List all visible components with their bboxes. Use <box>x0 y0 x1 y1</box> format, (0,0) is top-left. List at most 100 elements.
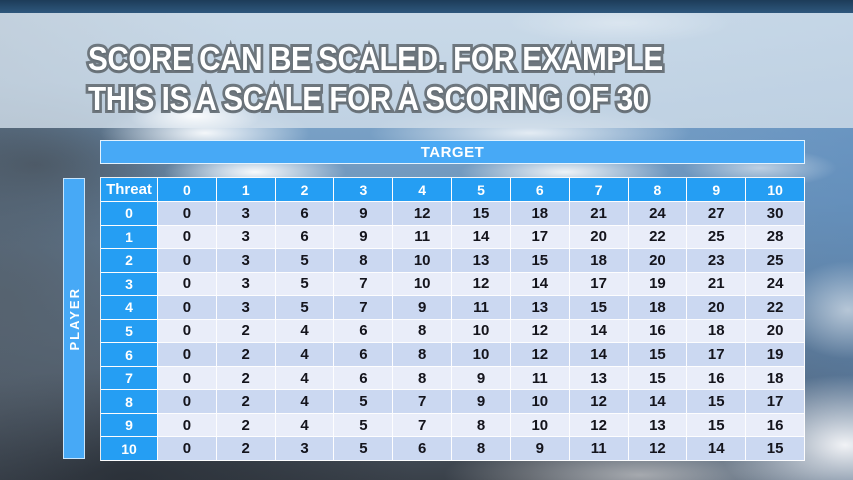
score-cell: 10 <box>393 249 453 273</box>
score-cell: 16 <box>687 366 747 391</box>
column-header-cell-0: 0 <box>158 178 217 202</box>
score-cell: 10 <box>452 319 511 344</box>
score-cell: 15 <box>628 343 688 367</box>
score-cell: 14 <box>569 319 629 344</box>
score-cell: 4 <box>275 390 335 414</box>
score-cell: 18 <box>569 249 629 273</box>
score-cell: 5 <box>275 272 335 297</box>
score-cell: 16 <box>746 413 805 438</box>
score-cell: 20 <box>746 319 805 344</box>
score-cell: 8 <box>393 366 453 391</box>
score-cell: 27 <box>687 202 747 226</box>
score-cell: 15 <box>746 437 805 461</box>
row-header-cell-4: 4 <box>101 296 158 320</box>
score-cell: 6 <box>334 319 394 344</box>
score-cell: 5 <box>275 249 335 273</box>
score-cell: 2 <box>216 319 276 344</box>
score-cell: 4 <box>275 343 335 367</box>
score-cell: 2 <box>216 343 276 367</box>
score-cell: 14 <box>452 225 511 250</box>
score-cell: 0 <box>158 366 217 391</box>
score-cell: 13 <box>569 366 629 391</box>
column-header-cell-8: 8 <box>628 178 688 202</box>
score-cell: 25 <box>746 249 805 273</box>
slide-title-line-1: SCORE CAN BE SCALED. FOR EXAMPLE <box>85 37 666 80</box>
score-cell: 10 <box>393 272 453 297</box>
score-cell: 3 <box>216 202 276 226</box>
score-cell: 0 <box>158 296 217 320</box>
column-header-cell-9: 9 <box>687 178 747 202</box>
score-cell: 15 <box>452 202 511 226</box>
score-grid: Threat 0 1 2 3 4 5 6 7 8 9 10 0 0 3 6 9 12 15 18 21 24 27 30 1 0 3… <box>100 177 805 461</box>
score-cell: 6 <box>275 202 335 226</box>
score-cell: 0 <box>158 272 217 297</box>
corner-cell-threat: Threat <box>101 178 158 202</box>
score-cell: 9 <box>393 296 453 320</box>
score-cell: 12 <box>569 390 629 414</box>
score-cell: 14 <box>687 437 747 461</box>
score-cell: 6 <box>334 343 394 367</box>
score-cell: 17 <box>687 343 747 367</box>
score-cell: 14 <box>569 343 629 367</box>
score-cell: 14 <box>510 272 570 297</box>
score-cell: 7 <box>334 296 394 320</box>
score-cell: 16 <box>628 319 688 344</box>
player-label: PLAYER <box>66 286 82 351</box>
score-cell: 9 <box>510 437 570 461</box>
score-cell: 9 <box>334 202 394 226</box>
score-cell: 6 <box>334 366 394 391</box>
score-cell: 3 <box>275 437 335 461</box>
score-cell: 2 <box>216 437 276 461</box>
score-cell: 18 <box>628 296 688 320</box>
score-cell: 3 <box>216 225 276 250</box>
score-cell: 0 <box>158 249 217 273</box>
score-cell: 11 <box>569 437 629 461</box>
score-cell: 11 <box>510 366 570 391</box>
score-cell: 7 <box>334 272 394 297</box>
score-cell: 22 <box>628 225 688 250</box>
score-cell: 3 <box>216 249 276 273</box>
score-cell: 7 <box>393 390 453 414</box>
score-cell: 15 <box>687 390 747 414</box>
score-cell: 8 <box>452 413 511 438</box>
row-header-cell-3: 3 <box>101 272 158 297</box>
score-cell: 3 <box>216 272 276 297</box>
score-cell: 12 <box>452 272 511 297</box>
row-header-cell-6: 6 <box>101 343 158 367</box>
score-cell: 11 <box>452 296 511 320</box>
score-cell: 20 <box>628 249 688 273</box>
score-cell: 2 <box>216 390 276 414</box>
column-header-cell-4: 4 <box>393 178 453 202</box>
score-cell: 3 <box>216 296 276 320</box>
score-cell: 9 <box>452 366 511 391</box>
score-cell: 14 <box>628 390 688 414</box>
row-header-cell-8: 8 <box>101 390 158 414</box>
score-cell: 6 <box>393 437 453 461</box>
score-cell: 15 <box>569 296 629 320</box>
score-cell: 0 <box>158 319 217 344</box>
score-cell: 15 <box>628 366 688 391</box>
score-cell: 23 <box>687 249 747 273</box>
score-cell: 6 <box>275 225 335 250</box>
score-cell: 18 <box>687 319 747 344</box>
score-cell: 12 <box>510 319 570 344</box>
top-band <box>0 0 853 13</box>
score-cell: 10 <box>452 343 511 367</box>
score-cell: 9 <box>334 225 394 250</box>
score-cell: 2 <box>216 366 276 391</box>
score-cell: 8 <box>334 249 394 273</box>
score-cell: 15 <box>687 413 747 438</box>
score-cell: 20 <box>687 296 747 320</box>
column-header-cell-2: 2 <box>275 178 335 202</box>
score-cell: 22 <box>746 296 805 320</box>
score-cell: 13 <box>452 249 511 273</box>
row-header-cell-5: 5 <box>101 319 158 344</box>
score-cell: 0 <box>158 225 217 250</box>
score-cell: 25 <box>687 225 747 250</box>
score-cell: 4 <box>275 366 335 391</box>
slide-title-line-2: THIS IS A SCALE FOR A SCORING OF 30 <box>85 77 652 120</box>
row-header-cell-10: 10 <box>101 437 158 461</box>
score-cell: 10 <box>510 413 570 438</box>
score-cell: 5 <box>334 437 394 461</box>
